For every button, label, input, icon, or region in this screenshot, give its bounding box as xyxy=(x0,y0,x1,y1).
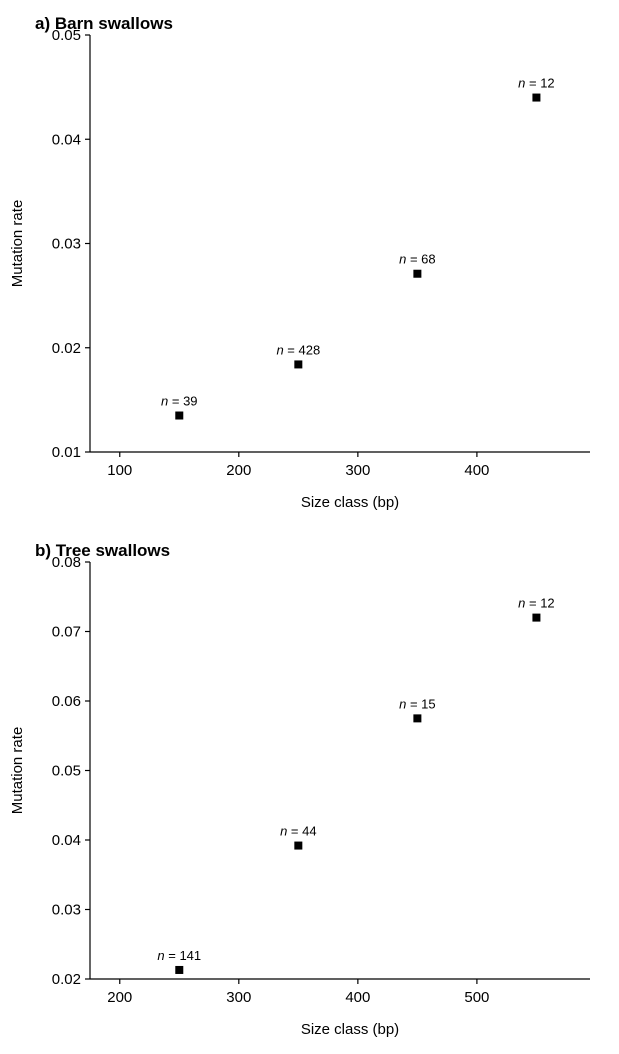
n-label-symbol: n xyxy=(518,596,525,611)
y-tick-label: 0.05 xyxy=(52,27,81,44)
n-label-value: = 68 xyxy=(406,252,435,267)
data-point xyxy=(294,841,303,850)
n-label: n = 12 xyxy=(518,596,555,611)
y-tick-label: 0.03 xyxy=(52,902,81,919)
n-label-symbol: n xyxy=(161,394,168,409)
x-tick-label: 200 xyxy=(226,462,251,479)
n-label-value: = 44 xyxy=(287,824,316,839)
y-tick-label: 0.07 xyxy=(52,624,81,641)
y-axis-title: Mutation rate xyxy=(9,727,26,815)
data-point xyxy=(294,360,303,369)
chart-title: b) Tree swallows xyxy=(35,541,171,560)
chart-title: a) Barn swallows xyxy=(35,14,173,33)
n-label-symbol: n xyxy=(157,948,164,963)
n-label-value: = 15 xyxy=(406,696,435,711)
y-tick-label: 0.03 xyxy=(52,236,81,253)
x-tick-label: 400 xyxy=(345,989,370,1006)
n-label-symbol: n xyxy=(280,824,287,839)
n-label: n = 68 xyxy=(399,252,436,267)
x-tick-label: 400 xyxy=(464,462,489,479)
n-label: n = 12 xyxy=(518,76,555,91)
n-label-symbol: n xyxy=(399,252,406,267)
chart-panel-barn-swallows: a) Barn swallows 0.01 0.02 0.03 0.04 0.05 100… xyxy=(9,14,590,511)
n-label-value: = 12 xyxy=(525,76,554,91)
n-label: n = 39 xyxy=(161,394,198,409)
y-tick-label: 0.04 xyxy=(52,131,81,148)
n-label: n = 44 xyxy=(280,824,317,839)
x-tick-label: 100 xyxy=(107,462,132,479)
data-point xyxy=(175,411,184,420)
y-axis-title: Mutation rate xyxy=(9,200,26,288)
n-label: n = 15 xyxy=(399,696,436,711)
n-label-value: = 141 xyxy=(165,948,202,963)
data-point xyxy=(413,269,422,278)
chart-canvas: 0.02 0.03 0.04 0.05 0.06 0.07 0.08 200 300 400 500… xyxy=(9,554,590,1038)
n-label: n = 428 xyxy=(276,342,320,357)
y-tick-label: 0.02 xyxy=(52,340,81,357)
x-tick-label: 200 xyxy=(107,989,132,1006)
n-label-symbol: n xyxy=(399,696,406,711)
y-tick-label: 0.05 xyxy=(52,763,81,780)
data-point xyxy=(532,613,541,622)
data-point xyxy=(532,93,541,102)
n-label-symbol: n xyxy=(518,76,525,91)
n-label: n = 141 xyxy=(157,948,201,963)
x-axis-title: Size class (bp) xyxy=(301,494,399,511)
x-tick-label: 500 xyxy=(464,989,489,1006)
x-tick-label: 300 xyxy=(345,462,370,479)
n-label-value: = 428 xyxy=(284,342,321,357)
x-axis-title: Size class (bp) xyxy=(301,1021,399,1038)
n-label-value: = 12 xyxy=(525,596,554,611)
data-point xyxy=(175,965,184,974)
y-tick-label: 0.06 xyxy=(52,693,81,710)
chart-canvas: 0.01 0.02 0.03 0.04 0.05 100 200 300 400 Size cla… xyxy=(9,27,590,511)
y-tick-label: 0.01 xyxy=(52,444,81,461)
y-tick-label: 0.02 xyxy=(52,971,81,988)
y-tick-label: 0.04 xyxy=(52,832,81,849)
n-label-symbol: n xyxy=(276,342,283,357)
n-label-value: = 39 xyxy=(168,394,197,409)
y-tick-label: 0.08 xyxy=(52,554,81,571)
x-tick-label: 300 xyxy=(226,989,251,1006)
data-point xyxy=(413,714,422,723)
chart-panel-tree-swallows: b) Tree swallows 0.02 0.03 0.04 0.05 0.06 0.0… xyxy=(0,527,619,1054)
